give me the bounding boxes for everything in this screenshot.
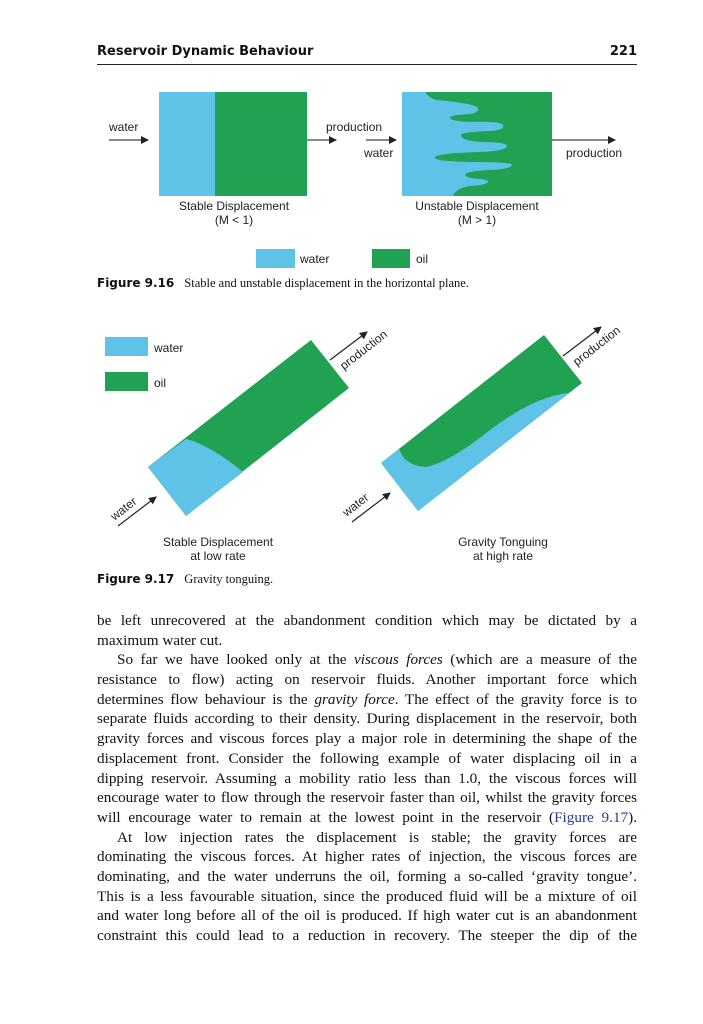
figure-label: Figure 9.17 xyxy=(97,572,175,586)
unstable-water-fingers xyxy=(402,92,512,196)
text-line: displacement front. Consider the followi… xyxy=(97,749,637,769)
text-run: . The effect of the gravity force is to xyxy=(394,690,637,708)
header-divider xyxy=(97,64,637,65)
text-line: So far we have looked only at the viscou… xyxy=(97,650,637,670)
text-line: At low injection rates the displacement … xyxy=(97,828,637,848)
text-run: separate fluids according to their densi… xyxy=(97,710,637,728)
running-header-title: Reservoir Dynamic Behaviour xyxy=(97,44,314,59)
italic-term: gravity force xyxy=(314,690,395,708)
legend-label-water: water xyxy=(299,252,329,266)
text-line: gravity forces and viscous forces play a… xyxy=(97,729,637,749)
text-line: and water long before all of the oil is … xyxy=(97,906,637,926)
text-line: dominating the viscous forces. At higher… xyxy=(97,847,637,867)
caption-text: Gravity tonguing. xyxy=(184,572,274,586)
text-run: will encourage water to remain at the lo… xyxy=(97,808,555,826)
text-run: This is a less favourable situation, sin… xyxy=(97,887,637,905)
text-line: will encourage water to remain at the lo… xyxy=(97,808,637,828)
figure-reference-link[interactable]: Figure 9.17 xyxy=(554,808,629,826)
text-run: dipping reservoir. Assuming a mobility r… xyxy=(97,769,637,787)
outlet-arrow xyxy=(562,326,602,357)
inlet-arrow xyxy=(351,492,391,523)
diagram-subtitle: at high rate xyxy=(473,549,533,563)
text-line: separate fluids according to their densi… xyxy=(97,709,637,729)
legend-swatch-water xyxy=(256,249,295,268)
legend-swatch-oil xyxy=(372,249,410,268)
diagram-title: Unstable Displacement xyxy=(415,199,539,213)
diagram-subtitle: (M < 1) xyxy=(215,213,253,227)
text-run: resistance to flow) acting on reservoir … xyxy=(97,671,637,689)
outlet-label: production xyxy=(326,120,382,134)
text-line: encourage water to flow through the rese… xyxy=(97,788,637,808)
text-line: This is a less favourable situation, sin… xyxy=(97,887,637,907)
italic-term: viscous forces xyxy=(354,651,443,669)
legend-label-water: water xyxy=(153,341,183,355)
stable-water-region xyxy=(159,92,215,196)
text-run: At low injection rates the displacement … xyxy=(117,828,637,846)
text-run: displacement front. Consider the followi… xyxy=(97,749,637,767)
inlet-label: water xyxy=(339,490,372,520)
inlet-arrow xyxy=(117,496,157,527)
tonguing-slab-water xyxy=(381,383,582,511)
figure-label: Figure 9.16 xyxy=(97,276,175,290)
outlet-label: production xyxy=(566,146,622,160)
body-text: be left unrecovered at the abandonment c… xyxy=(97,611,637,946)
legend-label-oil: oil xyxy=(416,252,428,266)
figure-9-16: water production Stable Displacement (M … xyxy=(108,92,622,268)
inlet-label: water xyxy=(107,494,140,524)
diagram-title: Stable Displacement xyxy=(163,535,274,549)
caption-text: Stable and unstable displacement in the … xyxy=(184,276,469,290)
text-run: dominating, and the water underruns the … xyxy=(97,867,637,885)
diagram-subtitle: (M > 1) xyxy=(458,213,496,227)
outlet-arrow xyxy=(329,331,368,361)
legend-label-oil: oil xyxy=(154,376,166,390)
text-run: constraint this could lead to a reductio… xyxy=(97,927,637,944)
diagram-title: Stable Displacement xyxy=(179,199,290,213)
text-run: So far we have looked only at the xyxy=(117,651,355,669)
text-run: dominating the viscous forces. At higher… xyxy=(97,848,637,866)
text-run: (which are a measure of the xyxy=(442,651,638,669)
text-run: maximum water cut. xyxy=(97,631,223,649)
figure-9-17-caption: Figure 9.17 Gravity tonguing. xyxy=(97,572,273,587)
text-run: and water long before all of the oil is … xyxy=(97,907,637,925)
inlet-label: water xyxy=(108,120,138,134)
text-run: be left unrecovered at the abandonment c… xyxy=(97,612,637,629)
text-run: ). xyxy=(628,808,637,826)
text-run: determines flow behaviour is the xyxy=(97,690,315,708)
text-run: encourage water to flow through the rese… xyxy=(97,789,637,807)
text-line: constraint this could lead to a reductio… xyxy=(97,926,637,946)
text-line: dipping reservoir. Assuming a mobility r… xyxy=(97,769,637,789)
text-line: dominating, and the water underruns the … xyxy=(97,867,637,887)
stable-slab-water xyxy=(148,439,243,516)
diagram-title: Gravity Tonguing xyxy=(458,535,548,549)
text-line: determines flow behaviour is the gravity… xyxy=(97,690,637,710)
figure-9-16-caption: Figure 9.16 Stable and unstable displacem… xyxy=(97,276,469,291)
inlet-label: water xyxy=(363,146,393,160)
legend-swatch-oil xyxy=(105,372,148,391)
text-line: resistance to flow) acting on reservoir … xyxy=(97,670,637,690)
figure-9-17: water oil water production Stable Displa… xyxy=(105,323,623,563)
legend-swatch-water xyxy=(105,337,148,356)
text-run: gravity forces and viscous forces play a… xyxy=(97,730,637,748)
page-number: 221 xyxy=(609,44,637,59)
text-line: maximum water cut. xyxy=(97,631,637,651)
text-line: be left unrecovered at the abandonment c… xyxy=(97,611,637,631)
diagram-subtitle: at low rate xyxy=(190,549,246,563)
stable-oil-region xyxy=(215,92,307,196)
